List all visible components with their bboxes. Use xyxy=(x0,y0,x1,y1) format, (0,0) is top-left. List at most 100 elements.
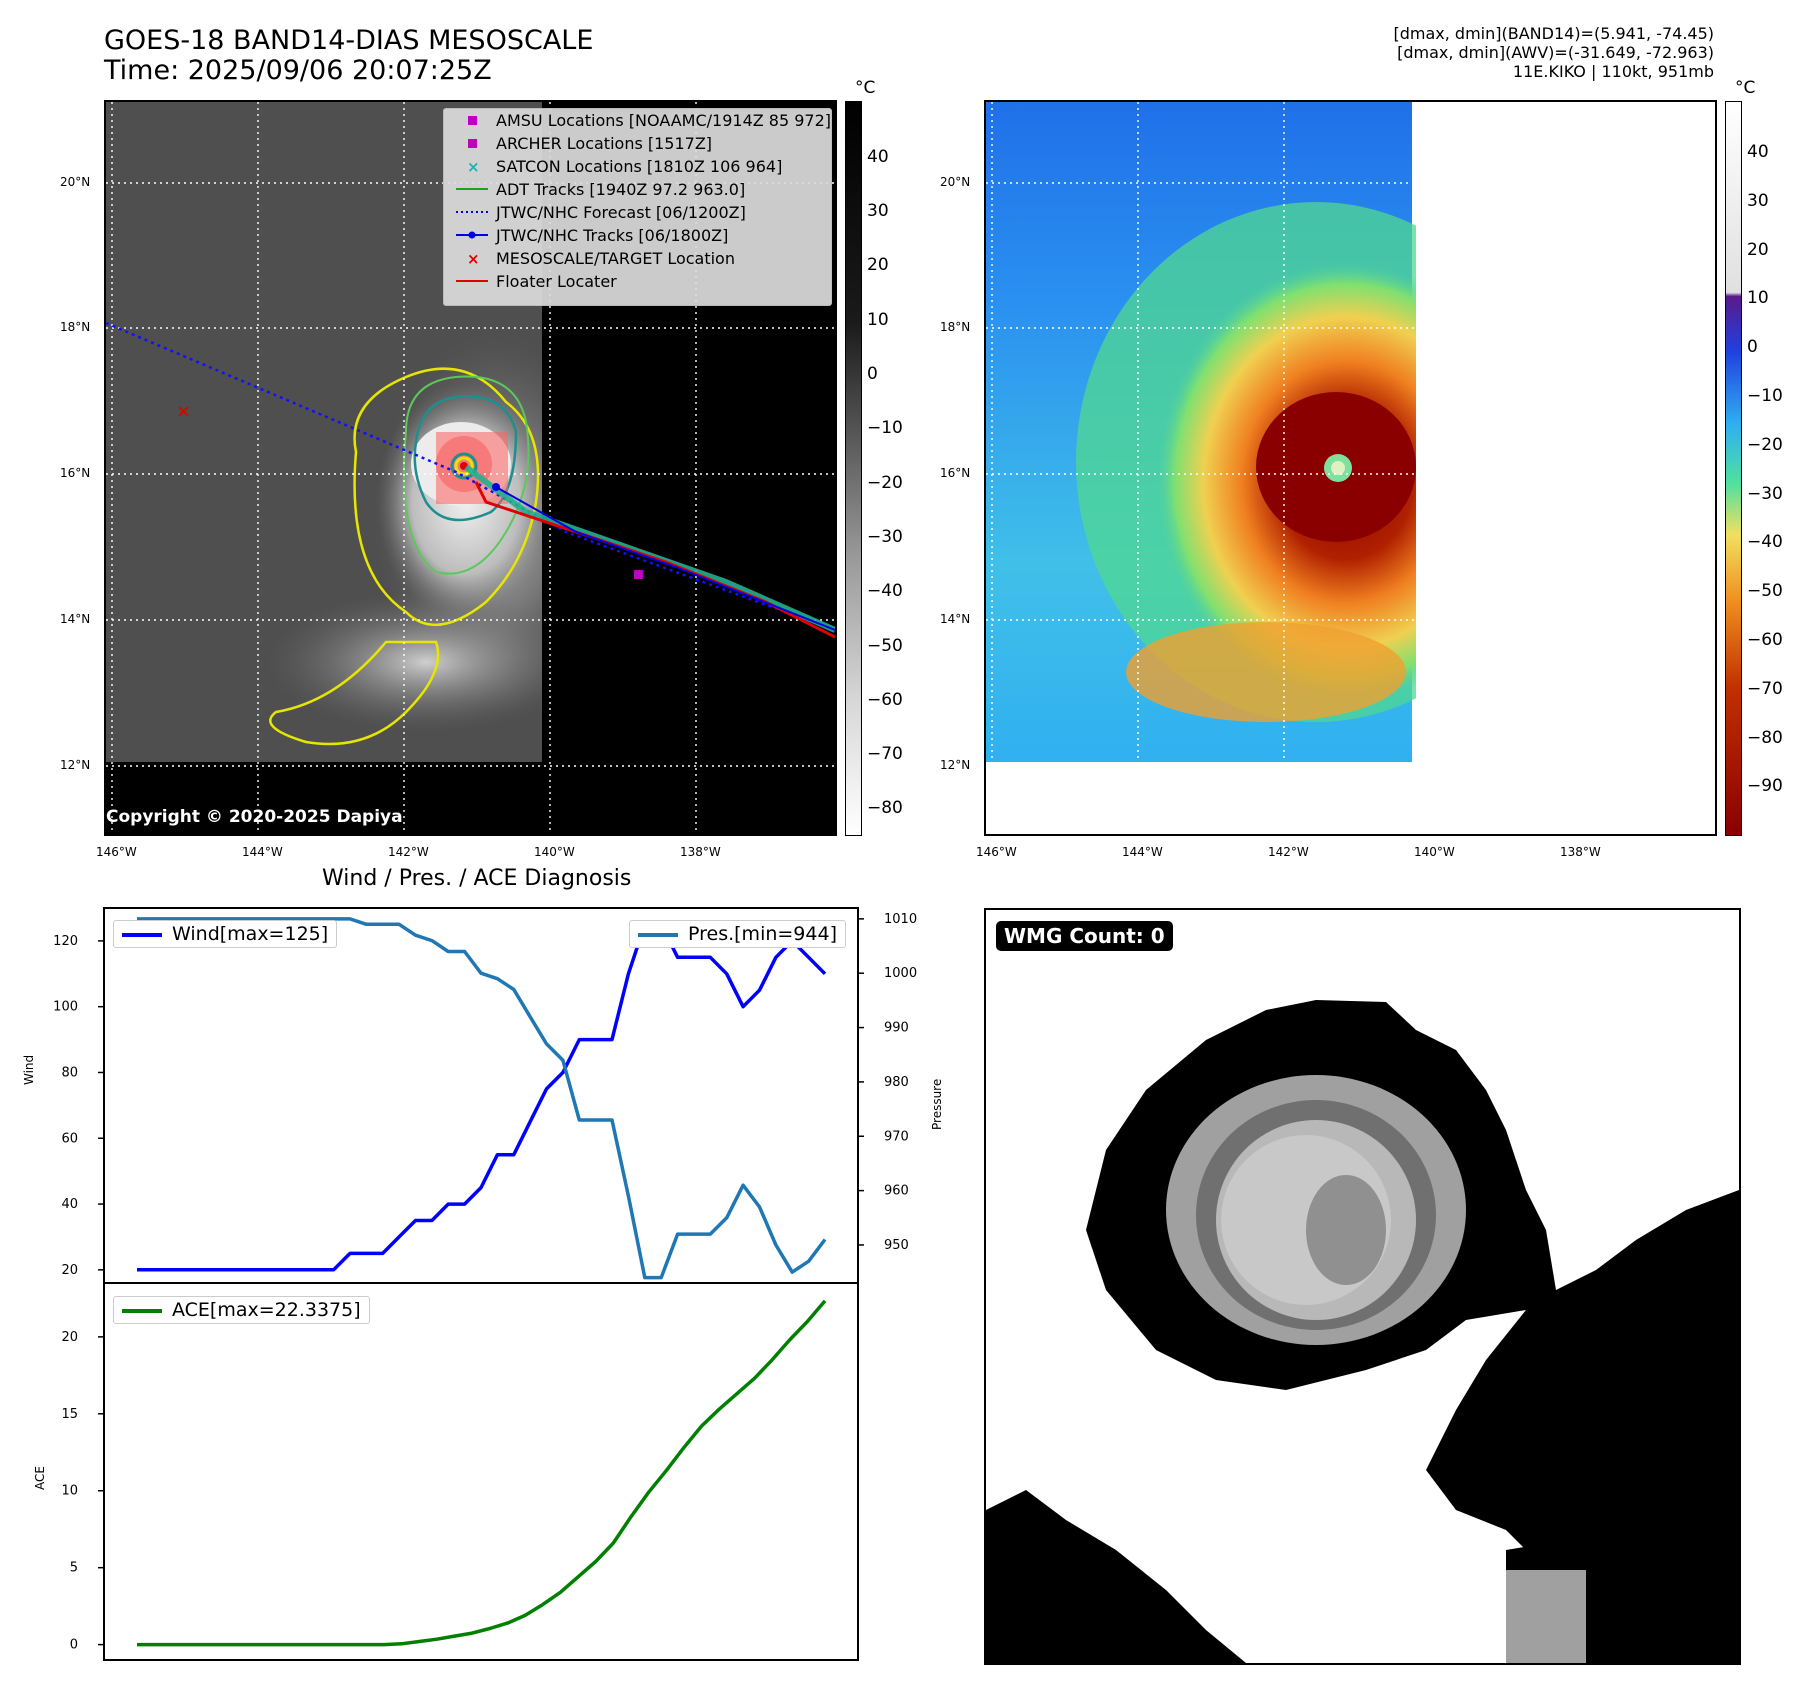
pressure-legend: Pres.[min=944] xyxy=(629,920,846,948)
legend-item: ADT Tracks [1940Z 97.2 963.0] xyxy=(444,178,831,201)
legend-label: MESOSCALE/TARGET Location xyxy=(496,249,735,268)
wind-tick-label: 80 xyxy=(61,1065,78,1080)
wv-colorbar-tick: 10 xyxy=(1747,288,1769,308)
storm-info: [dmax, dmin](BAND14)=(5.941, -74.45) [dm… xyxy=(1394,24,1715,81)
ir-colorbar xyxy=(845,101,862,836)
ir-colorbar-tick: 10 xyxy=(867,310,889,330)
wv-map-image xyxy=(986,102,1715,834)
wv-lon-label: 146°W xyxy=(976,845,1017,859)
pressure-tick-label: 980 xyxy=(884,1075,909,1090)
wv-colorbar-tick: −70 xyxy=(1747,679,1783,699)
ir-colorbar-tick: 20 xyxy=(867,255,889,275)
legend-label: AMSU Locations [NOAAMC/1914Z 85 972] xyxy=(496,111,832,130)
wv-lat-label: 16°N xyxy=(940,466,971,480)
wv-lat-label: 18°N xyxy=(940,320,971,334)
copyright-text: Copyright © 2020-2025 Dapiya xyxy=(106,807,403,827)
wv-colorbar-tick: −90 xyxy=(1747,776,1783,796)
ace-tick-label: 0 xyxy=(70,1638,78,1653)
wind-tick-label: 20 xyxy=(61,1263,78,1278)
wind-legend: Wind[max=125] xyxy=(113,920,338,948)
info-line-1: [dmax, dmin](BAND14)=(5.941, -74.45) xyxy=(1393,24,1715,43)
ir-colorbar-tick: −20 xyxy=(867,473,903,493)
legend-label: JTWC/NHC Forecast [06/1200Z] xyxy=(496,203,746,222)
ace-tick-label: 5 xyxy=(70,1561,78,1576)
legend-label: ARCHER Locations [1517Z] xyxy=(496,134,713,153)
wv-colorbar-tick: −50 xyxy=(1747,581,1783,601)
wv-colorbar-tick: −40 xyxy=(1747,532,1783,552)
ace-axis-label: ACE xyxy=(33,1466,47,1490)
wmg-panel xyxy=(984,908,1741,1665)
wv-colorbar-tick: 30 xyxy=(1747,191,1769,211)
wv-lat-label: 20°N xyxy=(940,175,971,189)
wind-pressure-plot-frame xyxy=(103,907,859,1284)
wmg-count-badge: WMG Count: 0 xyxy=(996,921,1173,951)
wind-line xyxy=(137,922,827,1272)
ace-legend: ACE[max=22.3375] xyxy=(113,1296,370,1324)
ir-lat-label: 14°N xyxy=(60,612,91,626)
legend-item: Floater Locater xyxy=(444,270,831,293)
legend-item: × SATCON Locations [1810Z 106 964] xyxy=(444,155,831,178)
diagnosis-charts: 1201008060402010101000990980970960950201… xyxy=(53,907,917,1661)
wv-lon-label: 142°W xyxy=(1268,845,1309,859)
pressure-tick-label: 1000 xyxy=(884,966,917,981)
wv-colorbar xyxy=(1725,101,1742,836)
wind-axis-label: Wind xyxy=(22,1054,36,1085)
pressure-tick-label: 960 xyxy=(884,1184,909,1199)
pressure-tick-label: 990 xyxy=(884,1021,909,1036)
ir-lon-label: 142°W xyxy=(388,845,429,859)
ir-colorbar-tick: 0 xyxy=(867,364,878,384)
pressure-line xyxy=(137,917,827,1280)
wv-colorbar-tick: 0 xyxy=(1747,337,1758,357)
pressure-axis-label: Pressure xyxy=(930,1078,944,1130)
ir-lat-label: 18°N xyxy=(60,320,91,334)
ir-legend: AMSU Locations [NOAAMC/1914Z 85 972] ARC… xyxy=(443,108,832,306)
wv-colorbar-tick: 40 xyxy=(1747,142,1769,162)
legend-label: JTWC/NHC Tracks [06/1800Z] xyxy=(496,226,729,245)
ir-lon-label: 140°W xyxy=(534,845,575,859)
page-title: GOES-18 BAND14-DIAS MESOSCALE Time: 2025/… xyxy=(104,26,593,86)
ace-plot-frame xyxy=(103,1282,859,1661)
ir-colorbar-unit: °C xyxy=(855,78,876,98)
ir-colorbar-tick: −10 xyxy=(867,418,903,438)
ir-lat-label: 16°N xyxy=(60,466,91,480)
legend-item: JTWC/NHC Forecast [06/1200Z] xyxy=(444,201,831,224)
wv-colorbar-unit: °C xyxy=(1735,78,1756,98)
wv-lon-label: 140°W xyxy=(1414,845,1455,859)
pressure-tick-label: 970 xyxy=(884,1129,909,1144)
ir-colorbar-tick: 40 xyxy=(867,147,889,167)
pressure-legend-label: Pres.[min=944] xyxy=(688,923,837,945)
title-line-2: Time: 2025/09/06 20:07:25Z xyxy=(104,55,492,86)
pressure-tick-label: 950 xyxy=(884,1238,909,1253)
wmg-image xyxy=(986,1000,1739,1663)
wv-colorbar-tick: −10 xyxy=(1747,386,1783,406)
wv-lon-label: 144°W xyxy=(1122,845,1163,859)
ir-colorbar-tick: −80 xyxy=(867,798,903,818)
ace-tick-label: 10 xyxy=(61,1484,78,1499)
info-line-2: [dmax, dmin](AWV)=(-31.649, -72.963) xyxy=(1397,43,1714,62)
ace-tick-label: 15 xyxy=(61,1407,78,1422)
legend-item: JTWC/NHC Tracks [06/1800Z] xyxy=(444,224,831,247)
title-line-1: GOES-18 BAND14-DIAS MESOSCALE xyxy=(104,25,594,56)
legend-item: ARCHER Locations [1517Z] xyxy=(444,132,831,155)
wind-tick-label: 100 xyxy=(53,1000,78,1015)
ir-lat-label: 12°N xyxy=(60,758,91,772)
legend-label: Floater Locater xyxy=(496,272,617,291)
wind-tick-label: 120 xyxy=(53,934,78,949)
wind-tick-label: 40 xyxy=(61,1197,78,1212)
ir-colorbar-tick: −50 xyxy=(867,636,903,656)
ir-colorbar-tick: −70 xyxy=(867,744,903,764)
wv-colorbar-tick: −60 xyxy=(1747,630,1783,650)
ir-lon-label: 144°W xyxy=(242,845,283,859)
wv-lat-label: 14°N xyxy=(940,612,971,626)
wv-colorbar-tick: 20 xyxy=(1747,240,1769,260)
ace-legend-label: ACE[max=22.3375] xyxy=(172,1299,361,1321)
wind-legend-label: Wind[max=125] xyxy=(172,923,329,945)
wv-colorbar-tick: −30 xyxy=(1747,484,1783,504)
legend-label: ADT Tracks [1940Z 97.2 963.0] xyxy=(496,180,746,199)
ir-colorbar-tick: 30 xyxy=(867,201,889,221)
ir-colorbar-tick: −40 xyxy=(867,581,903,601)
ace-line xyxy=(137,1299,827,1647)
svg-text:×: × xyxy=(176,401,191,422)
svg-text:×: × xyxy=(467,158,480,176)
wv-lon-label: 138°W xyxy=(1560,845,1601,859)
